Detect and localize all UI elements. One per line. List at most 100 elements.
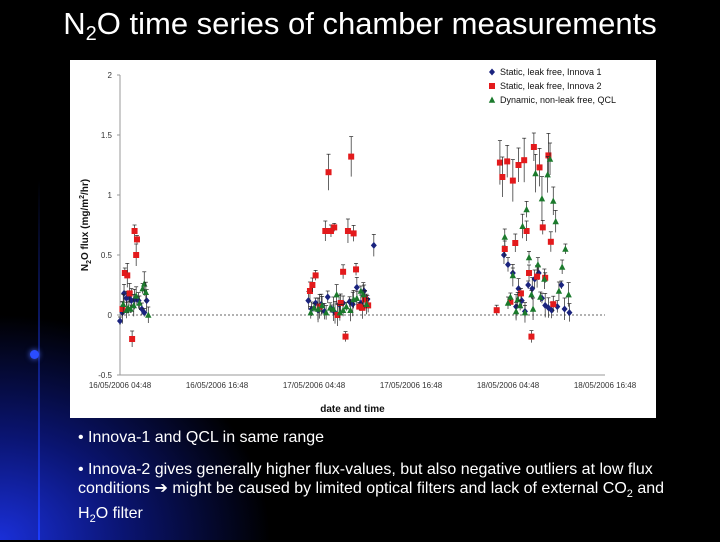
data-point-innova-2 bbox=[119, 306, 126, 312]
data-point-innova-2 bbox=[528, 333, 535, 340]
y-axis-title-part: O flux (mg/m bbox=[80, 199, 91, 260]
y-axis-title-part: 2 bbox=[79, 195, 86, 199]
data-point-qcl bbox=[528, 291, 535, 298]
data-point-qcl bbox=[120, 300, 127, 307]
data-point-innova-2 bbox=[489, 83, 495, 89]
data-point-qcl bbox=[318, 301, 326, 309]
legend-box bbox=[480, 63, 654, 109]
data-point-innova-1 bbox=[489, 68, 495, 76]
data-point-qcl bbox=[538, 195, 546, 202]
data-point-innova-1 bbox=[353, 283, 360, 291]
data-point-qcl bbox=[562, 245, 569, 252]
data-point-innova-2 bbox=[504, 158, 511, 165]
data-point-innova-1 bbox=[505, 261, 511, 269]
data-point-innova-2 bbox=[530, 144, 537, 150]
data-point-qcl bbox=[360, 291, 367, 298]
legend-label: Static, leak free, Innova 2 bbox=[500, 81, 602, 91]
bullet-text: and H bbox=[78, 480, 665, 523]
legend-label: Static, leak free, Innova 1 bbox=[500, 67, 602, 77]
data-point-qcl bbox=[532, 169, 539, 177]
data-point-innova-2 bbox=[312, 272, 319, 279]
data-point-qcl bbox=[145, 311, 152, 318]
data-point-qcl bbox=[353, 294, 361, 301]
data-point-innova-2 bbox=[493, 307, 500, 314]
bullet-text: might be caused by limited optical filte… bbox=[167, 480, 627, 497]
data-point-qcl bbox=[330, 305, 337, 312]
data-point-innova-2 bbox=[325, 169, 332, 176]
arrow-icon: ➔ bbox=[154, 480, 168, 497]
legend-label: Dynamic, non-leak free, QCL bbox=[500, 95, 616, 105]
data-point-innova-1 bbox=[370, 241, 377, 249]
legend: Static, leak free, Innova 1 Static, leak … bbox=[480, 63, 654, 109]
data-point-innova-2 bbox=[348, 153, 355, 160]
data-point-qcl bbox=[501, 233, 508, 240]
x-tick-label: 18/05/2006 04:48 bbox=[477, 381, 540, 390]
data-point-qcl bbox=[136, 299, 143, 306]
bullet-item: • Innova-2 gives generally higher flux-v… bbox=[78, 460, 688, 529]
data-point-innova-2 bbox=[344, 228, 351, 234]
x-tick-label: 17/05/2006 04:48 bbox=[283, 381, 346, 390]
data-point-innova-2 bbox=[515, 162, 522, 168]
decorative-line bbox=[38, 180, 40, 540]
x-axis-title: date and time bbox=[320, 404, 385, 415]
bullet-list: • Innova-1 and QCL in same range • Innov… bbox=[78, 428, 688, 542]
bullet-text: O filter bbox=[95, 505, 143, 523]
data-point-qcl bbox=[507, 293, 514, 300]
data-point-innova-2 bbox=[536, 164, 543, 171]
data-point-qcl bbox=[523, 205, 530, 213]
y-axis-title-part: N bbox=[80, 264, 91, 271]
data-point-innova-2 bbox=[306, 288, 313, 294]
data-point-innova-1 bbox=[548, 306, 555, 314]
data-point-qcl bbox=[558, 263, 566, 270]
y-axis-title: N2O flux (mg/m2/hr) bbox=[79, 179, 93, 271]
data-point-innova-2 bbox=[353, 266, 360, 273]
data-point-qcl bbox=[546, 155, 554, 162]
data-point-innova-1 bbox=[143, 297, 150, 305]
data-point-qcl bbox=[544, 171, 551, 178]
y-axis-title-part: /hr) bbox=[80, 179, 91, 195]
y-tick-label: 2 bbox=[108, 71, 113, 80]
data-point-qcl bbox=[509, 271, 517, 279]
data-point-innova-2 bbox=[501, 246, 508, 252]
data-point-qcl bbox=[565, 291, 572, 298]
data-point-innova-2 bbox=[124, 272, 131, 279]
data-point-innova-2 bbox=[309, 282, 316, 288]
y-tick-label: 0.5 bbox=[101, 251, 113, 260]
data-point-innova-1 bbox=[117, 317, 123, 325]
data-point-qcl bbox=[555, 287, 563, 294]
decorative-dot bbox=[30, 350, 39, 359]
bullet-text: • Innova-1 and QCL in same range bbox=[78, 429, 325, 446]
x-tick-label: 16/05/2006 04:48 bbox=[89, 381, 152, 390]
data-point-innova-1 bbox=[135, 297, 142, 305]
data-point-qcl bbox=[529, 305, 537, 312]
data-point-innova-2 bbox=[131, 228, 138, 234]
data-point-innova-2 bbox=[499, 174, 506, 180]
data-point-innova-2 bbox=[342, 333, 349, 340]
data-point-innova-1 bbox=[305, 297, 312, 305]
data-point-innova-2 bbox=[133, 252, 140, 258]
data-point-innova-2 bbox=[496, 159, 503, 166]
data-point-qcl bbox=[127, 305, 134, 312]
data-point-qcl bbox=[307, 309, 314, 316]
data-point-qcl bbox=[310, 304, 318, 311]
data-point-innova-2 bbox=[316, 303, 323, 310]
bullet-subscript: 2 bbox=[626, 488, 633, 501]
data-point-innova-2 bbox=[534, 273, 541, 280]
data-point-innova-2 bbox=[545, 152, 552, 159]
data-point-innova-2 bbox=[526, 270, 533, 276]
data-point-qcl bbox=[347, 306, 354, 313]
data-point-qcl bbox=[521, 309, 529, 316]
data-point-innova-1 bbox=[141, 309, 148, 317]
data-point-innova-2 bbox=[133, 236, 140, 243]
data-point-innova-1 bbox=[515, 285, 522, 293]
data-point-innova-2 bbox=[523, 228, 530, 234]
scatter-chart: 2 1.5 1 0.5 0 -0.516/05/2006 04:48 16/05/2006 … bbox=[79, 63, 654, 415]
data-point-qcl bbox=[322, 309, 330, 316]
data-point-qcl bbox=[552, 217, 559, 225]
data-point-qcl bbox=[504, 299, 512, 306]
data-point-innova-2 bbox=[507, 298, 514, 305]
data-point-qcl bbox=[541, 275, 548, 282]
data-point-innova-2 bbox=[547, 238, 554, 245]
y-tick-label: 0 bbox=[108, 311, 113, 320]
data-point-qcl bbox=[142, 288, 150, 295]
